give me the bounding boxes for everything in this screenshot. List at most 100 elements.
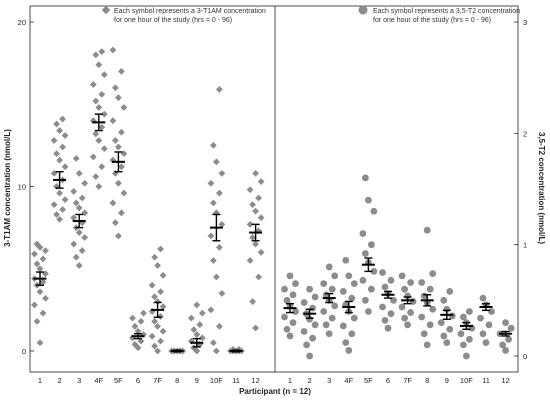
right-mean-error-bar (303, 308, 317, 319)
diamond-point (198, 309, 206, 317)
right-mean-error-bar (322, 292, 336, 304)
diamond-point (246, 186, 254, 194)
diamond-point (213, 273, 220, 281)
diamond-point (213, 347, 220, 355)
diamond-point (137, 337, 145, 345)
diamond-point (98, 163, 106, 171)
circle-point (362, 296, 369, 304)
right-mean-error-bar (459, 321, 473, 330)
circle-point (309, 334, 316, 342)
diamond-point (154, 298, 161, 306)
circle-point (328, 314, 336, 322)
circle-point (325, 330, 333, 338)
diamond-point (249, 234, 256, 241)
diamond-point (59, 206, 66, 213)
diamond-point (216, 189, 223, 197)
diamond-point (159, 271, 167, 279)
x-axis-title: Participant (n = 12) (239, 387, 311, 396)
circle-point (331, 272, 339, 280)
diamond-point (157, 313, 164, 320)
circle-point (362, 174, 369, 182)
circle-point (359, 276, 367, 284)
circle-point (342, 339, 350, 347)
diamond-point (61, 163, 69, 171)
diamond-point (216, 243, 223, 251)
circle-point (423, 226, 431, 234)
x-tick-label-left: 12 (251, 376, 259, 385)
circle-point (387, 310, 395, 318)
diamond-point (100, 145, 108, 153)
circle-point (479, 330, 487, 338)
diamond-point (210, 141, 217, 149)
diamond-point (112, 137, 119, 144)
circle-point (331, 302, 339, 310)
diamond-point (115, 94, 122, 102)
diamond-point (207, 306, 215, 314)
right-y-tick-label: 0 (523, 352, 527, 361)
diamond-point (36, 339, 44, 347)
circle-point (404, 321, 411, 329)
circle-point (283, 296, 291, 304)
x-tick-label-left: 5F (114, 376, 123, 385)
circle-point (387, 276, 395, 284)
diamond-point (159, 327, 167, 335)
diamond-point (36, 288, 44, 296)
right-mean-error-bar (342, 300, 356, 314)
circle-point (368, 285, 375, 293)
circle-point (320, 308, 328, 315)
x-tick-label-right: 2 (308, 376, 312, 385)
diamond-point (98, 123, 106, 131)
circle-point (485, 321, 493, 329)
circle-point (418, 279, 426, 286)
diamond-point (100, 110, 108, 118)
circle-point (286, 332, 294, 340)
circle-point (286, 272, 294, 280)
diamond-point (109, 117, 117, 125)
x-axis-tick-labels: 1 2 3 4F 5F 6 7F 8 9 10F 11 12 1 2 3 4F 5F 6 7F 8 9 10F 11 12 (38, 376, 510, 385)
circle-point (440, 296, 448, 304)
diamond-point (95, 137, 103, 144)
diamond-point (252, 207, 259, 215)
circle-point (348, 294, 356, 302)
diamond-point (257, 214, 265, 222)
circle-point (289, 291, 297, 299)
x-tick-label-right: 7F (403, 376, 412, 385)
circle-point (339, 288, 347, 295)
circle-point (350, 280, 358, 288)
circle-point (502, 319, 509, 326)
circle-point (328, 285, 336, 293)
diamond-point (151, 253, 158, 261)
left-mean-error-bar (53, 170, 67, 189)
x-tick-label-left: 6 (136, 376, 140, 385)
x-tick-label-right: 6 (386, 376, 390, 385)
right-y-tick-label: 2 (523, 129, 527, 138)
circle-point (499, 341, 506, 349)
circle-point (306, 352, 313, 360)
circle-point (460, 313, 467, 321)
diamond-point (249, 201, 256, 208)
diamond-point (246, 257, 254, 264)
circle-point (426, 321, 434, 329)
left-y-tick-label: 10 (18, 183, 26, 192)
diamond-point (115, 179, 122, 187)
circle-point (311, 321, 319, 329)
diamond-point (157, 288, 164, 296)
diamond-point (31, 301, 38, 309)
circle-point (401, 314, 408, 322)
diamond-point (89, 81, 97, 88)
circle-point (448, 312, 456, 320)
right-panel-35t2 (281, 174, 515, 360)
diamond-point (118, 67, 125, 75)
circle-point (348, 330, 356, 338)
circle-point (306, 285, 313, 293)
circle-point (379, 269, 386, 276)
left-mean-error-bar (190, 337, 204, 348)
circle-point (420, 330, 428, 338)
x-tick-label-right: 3 (327, 376, 331, 385)
diamond-point (151, 342, 158, 350)
circle-point (398, 272, 406, 280)
circle-point (281, 285, 288, 293)
circle-point (446, 288, 454, 295)
diamond-point (210, 339, 217, 347)
circle-point (281, 313, 288, 321)
